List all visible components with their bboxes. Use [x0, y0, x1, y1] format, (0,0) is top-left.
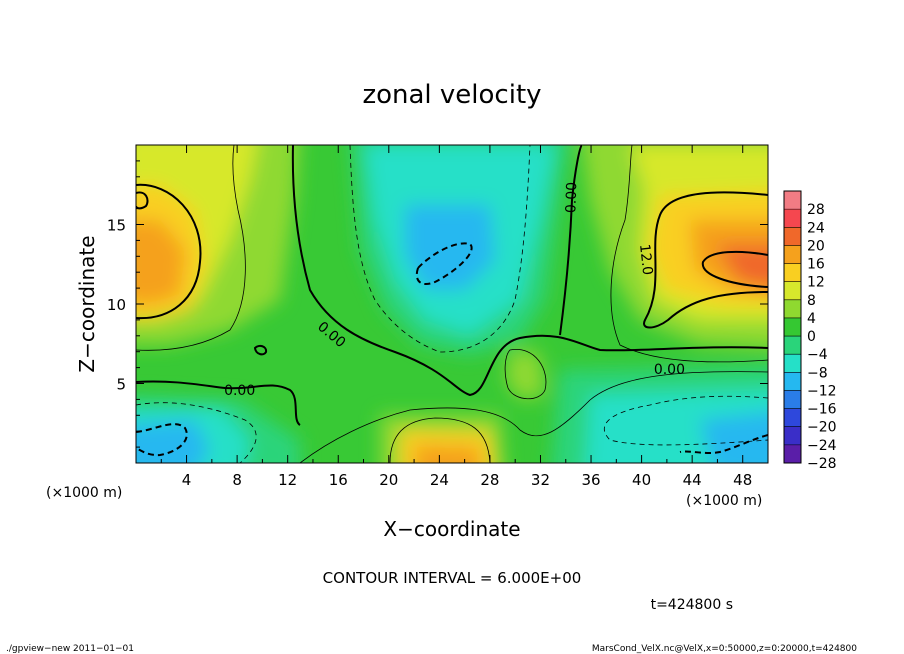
- y-axis-ticks: 5 10 15: [107, 160, 768, 448]
- x-tick-label: 12: [278, 471, 297, 489]
- y-tick-label: 5: [116, 376, 126, 394]
- y-axis-label: Z−coordinate: [75, 235, 99, 372]
- colorbar-swatch: [784, 245, 801, 265]
- footer-left: ./gpview−new 2011−01−01: [6, 644, 134, 654]
- colorbar-label: 28: [807, 202, 825, 218]
- colorbar-swatch: [784, 299, 801, 319]
- contour-zero-thin-bottom: [299, 371, 768, 463]
- colorbar-label: −24: [807, 438, 837, 454]
- contour-zero-center: [291, 145, 768, 397]
- contour-twelve-right: [643, 191, 768, 329]
- colorbar-swatch: [784, 191, 801, 210]
- colorbar-label: 12: [807, 275, 825, 291]
- x-unit-left: (×1000 m): [46, 485, 122, 501]
- contour-six-thin-left: [136, 145, 246, 351]
- x-tick-label: 4: [182, 471, 192, 489]
- x-tick-label: 28: [480, 471, 499, 489]
- x-tick-label: 16: [329, 471, 348, 489]
- colorbar-label: −28: [807, 456, 837, 472]
- colorbar-label: 16: [807, 257, 825, 273]
- contour-label-text: 0.00: [654, 362, 685, 378]
- field-region-right-core: [715, 245, 768, 287]
- colorbar-label: 20: [807, 238, 825, 254]
- contour-minus-twelve-center: [415, 242, 473, 286]
- contour-lines: [136, 145, 768, 463]
- field-region-center-core: [405, 205, 495, 290]
- contour-minus-six-right: [679, 434, 768, 454]
- y-tick-label: 10: [107, 296, 126, 314]
- colorbar-swatch: [784, 372, 801, 391]
- x-axis-label: X−coordinate: [383, 517, 520, 541]
- contour-minus-six-thin-bottom-left: [136, 402, 257, 463]
- y-tick-label: 15: [107, 217, 126, 235]
- x-tick-label: 20: [379, 471, 398, 489]
- colorbar-label: −4: [807, 347, 828, 363]
- contour-label-text: 0.00: [563, 182, 580, 214]
- contour-zero-left: [136, 183, 202, 320]
- colorbar: 28 24 20 16 12 8 4 0 −4 −8 −12 −16 −20 −24 −28: [783, 190, 837, 472]
- colorbar-label: 24: [807, 220, 825, 236]
- contour-small-loop: [253, 344, 268, 356]
- x-tick-label: 44: [683, 471, 702, 489]
- contour-zero-bottom: [136, 380, 301, 426]
- x-tick-label: 32: [531, 471, 550, 489]
- colorbar-swatch: [784, 408, 801, 428]
- contour-six-thin-mid: [504, 348, 547, 400]
- colorbar-swatch: [784, 390, 801, 410]
- colorbar-swatch: [784, 317, 801, 337]
- field-region-lower-right-core: [700, 412, 768, 463]
- contour-zero-col-right: [559, 145, 583, 336]
- contour-label: 0.00: [224, 383, 255, 399]
- field-region-mid-warm-blob: [505, 350, 545, 400]
- colorbar-swatch: [784, 209, 801, 228]
- colorbar-label: −8: [807, 365, 828, 381]
- field-region-lower-left-core: [136, 420, 210, 463]
- contour-interval: CONTOUR INTERVAL = 6.000E+00: [323, 569, 582, 587]
- x-tick-label: 24: [430, 471, 449, 489]
- footer-right: MarsCond_VelX.nc@VelX,x=0:50000,z=0:2000…: [592, 644, 857, 654]
- colorbar-swatch: [784, 263, 801, 283]
- colorbar-swatch: [784, 336, 801, 355]
- x-unit-right: (×1000 m): [686, 493, 762, 509]
- contour-label: 0.00: [563, 182, 580, 214]
- contour-label: 12.0: [636, 243, 655, 276]
- colorbar-label: −16: [807, 402, 837, 418]
- contour-eighteen-right: [701, 250, 768, 288]
- chart-title: zonal velocity: [362, 80, 541, 110]
- colorbar-label: −12: [807, 383, 837, 399]
- contour-six-thin-right: [610, 145, 768, 363]
- contour-label-text: 12.0: [636, 243, 655, 276]
- contour-label: 0.00: [654, 362, 685, 378]
- x-tick-label: 36: [581, 471, 600, 489]
- contour-zero-upper-left-loop: [136, 191, 149, 210]
- contour-label-text: 0.00: [224, 383, 255, 399]
- x-tick-label: 40: [632, 471, 651, 489]
- x-tick-label: 8: [232, 471, 242, 489]
- colorbar-swatch: [784, 227, 801, 246]
- time-label: t=424800 s: [651, 597, 733, 613]
- colorbar-swatch: [784, 444, 801, 464]
- x-axis-ticks: 4 8 12 16 20 24 28 32 36 40 44 48: [160, 145, 752, 489]
- colorbar-swatch: [784, 281, 801, 301]
- contour-six-thin-bottom: [389, 417, 491, 463]
- contour-minus-six-thin-center: [349, 145, 531, 353]
- x-tick-label: 48: [733, 471, 752, 489]
- colorbar-swatch: [784, 354, 801, 373]
- colorbar-label: 0: [807, 329, 816, 345]
- colorbar-label: −20: [807, 420, 837, 436]
- field-region-lower-center-core: [415, 445, 480, 463]
- colorbar-label: 4: [807, 311, 816, 327]
- colorbar-swatch: [784, 426, 801, 446]
- field-region-left-hot: [136, 220, 185, 305]
- contour-minus-six-thin-bottom-right: [604, 395, 768, 446]
- colorbar-label: 8: [807, 293, 816, 309]
